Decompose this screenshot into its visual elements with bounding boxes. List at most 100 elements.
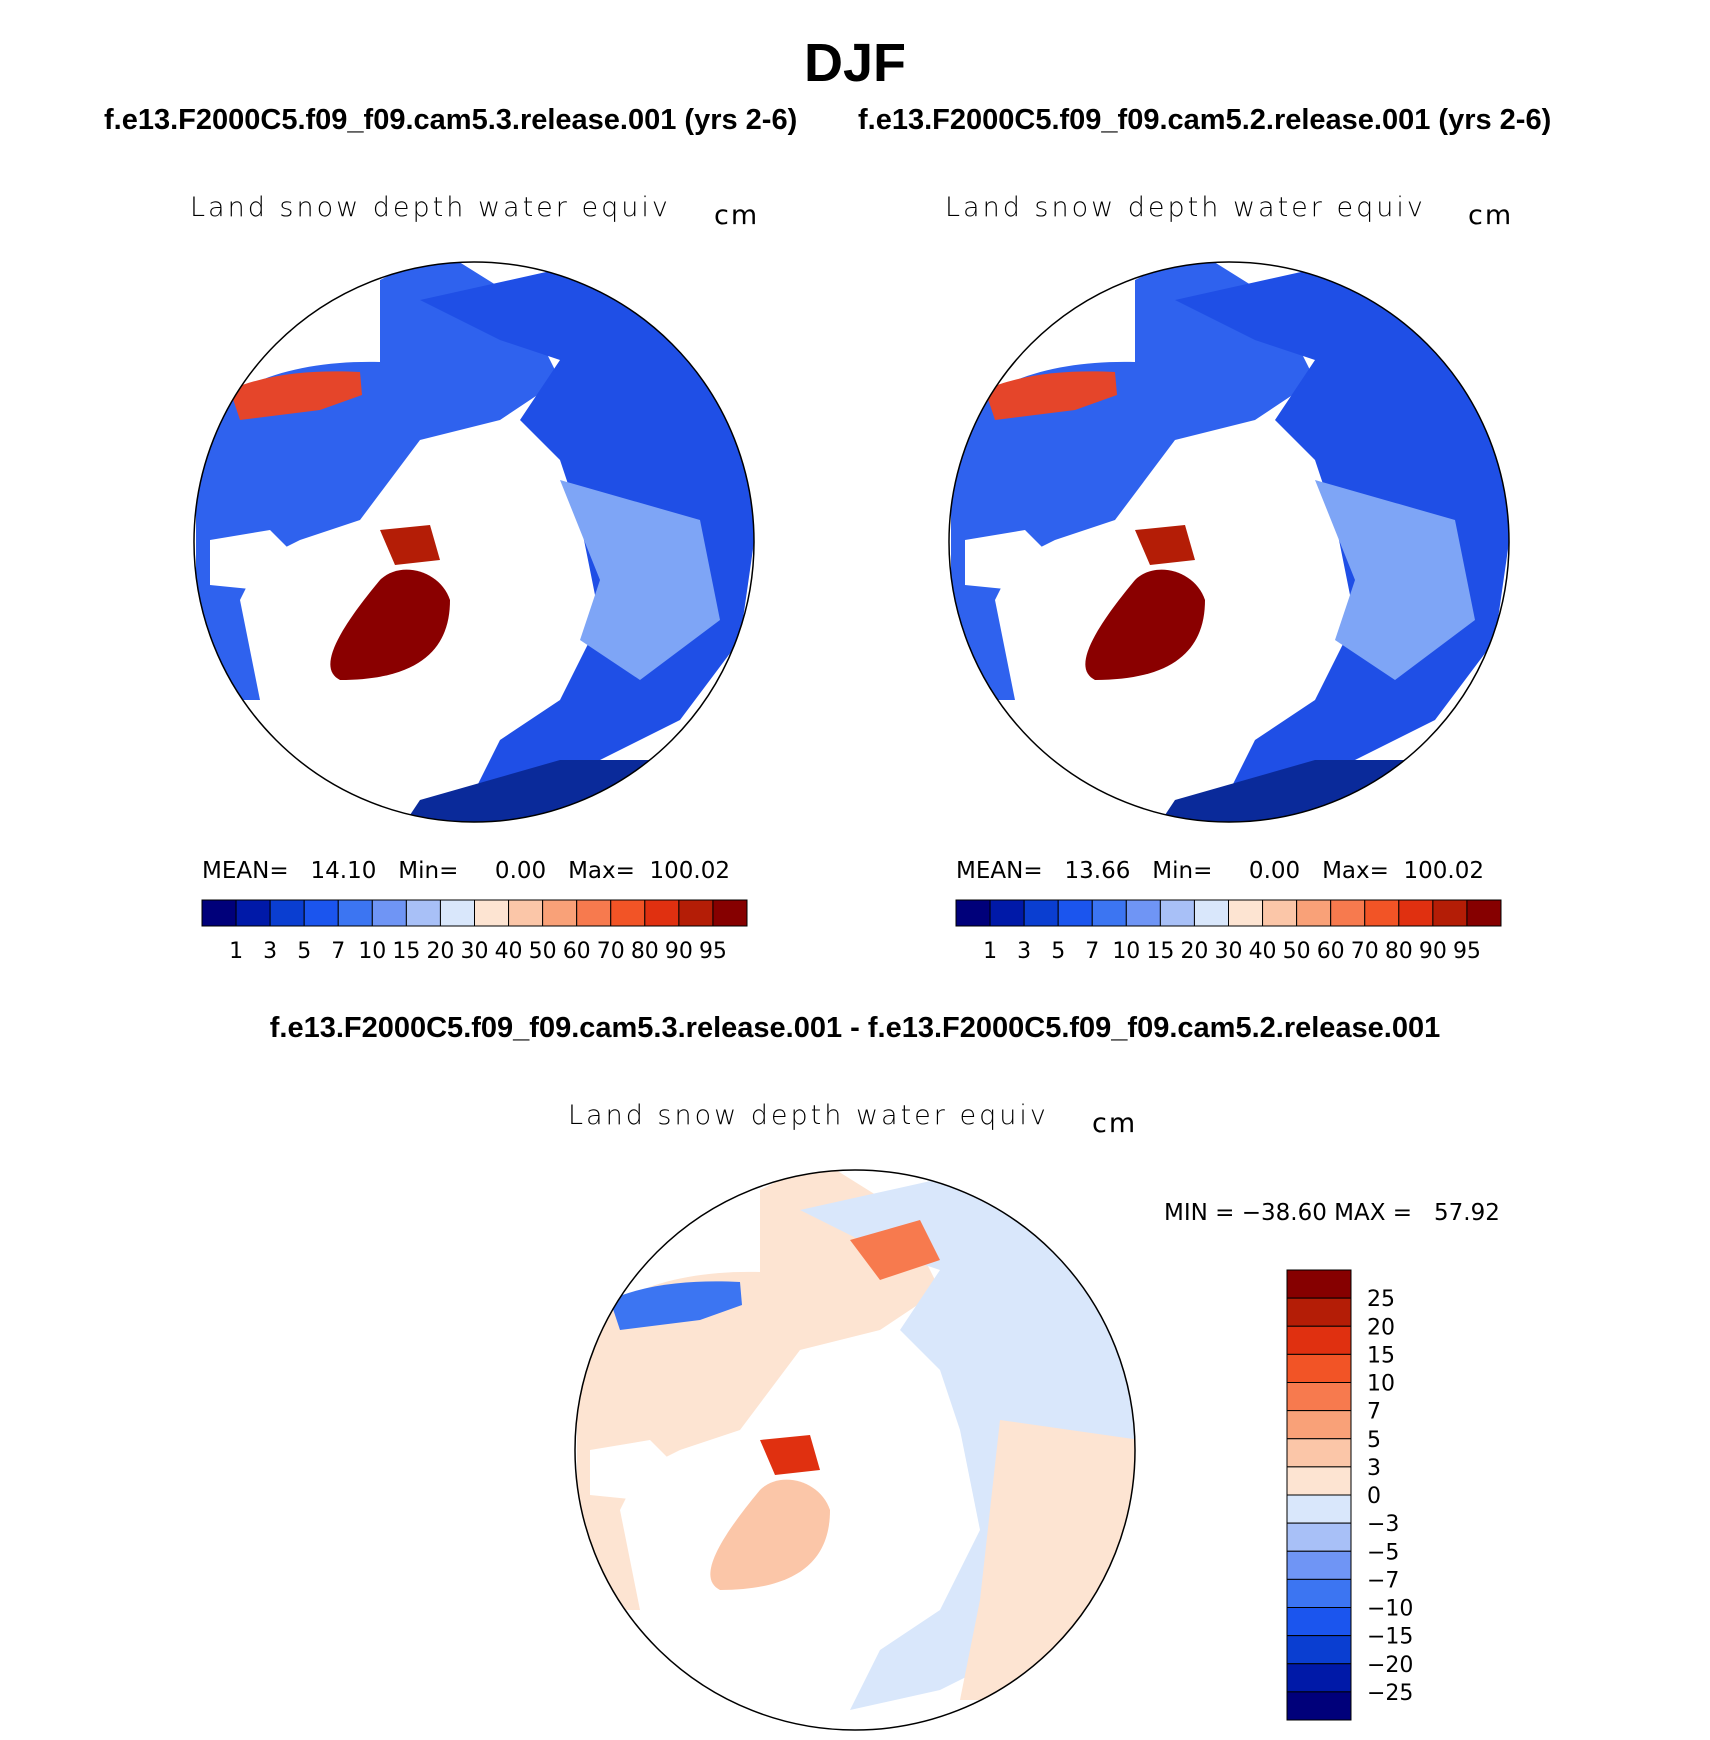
colorbar-difference-label: 25 — [1367, 1287, 1395, 1312]
colorbar-left-swatch — [201, 899, 237, 927]
colorbar-right-swatch — [1466, 899, 1502, 927]
map-right — [949, 262, 1509, 822]
colorbar-left-label: 80 — [631, 939, 659, 964]
colorbar-difference-swatch — [1286, 1494, 1352, 1524]
colorbar-right: 1 3 5 7 10 15 20 30 40 50 60 70 80 90 95 — [955, 899, 1502, 964]
colorbar-left-label: 1 — [229, 939, 243, 964]
colorbar-right-label: 95 — [1453, 939, 1481, 964]
panel-left-variable: Land snow depth water equiv — [190, 192, 671, 223]
colorbar-left: 1 3 5 7 10 15 20 30 40 50 60 70 80 90 95 — [201, 899, 748, 964]
panel-left-units: cm — [714, 200, 760, 231]
colorbar-right-swatch — [1262, 899, 1298, 927]
colorbar-right-label: 1 — [983, 939, 997, 964]
rockies-high-snow — [985, 371, 1117, 420]
colorbar-left-swatch — [508, 899, 544, 927]
colorbar-right-label: 5 — [1051, 939, 1065, 964]
panel-right-stats: MEAN= 13.66 Min= 0.00 Max= 100.02 — [956, 858, 1485, 884]
rockies-high-snow — [230, 371, 362, 420]
colorbar-difference-swatch — [1286, 1607, 1352, 1637]
alaska-diff — [850, 1220, 940, 1280]
map-difference — [575, 1170, 1135, 1730]
colorbar-left-swatch — [678, 899, 714, 927]
colorbar-right-label: 50 — [1283, 939, 1311, 964]
colorbar-right-swatch — [1432, 899, 1468, 927]
colorbar-difference-label: −10 — [1367, 1597, 1413, 1622]
colorbar-left-label: 60 — [563, 939, 591, 964]
colorbar-right-label: 90 — [1419, 939, 1447, 964]
colorbar-right-label: 60 — [1317, 939, 1345, 964]
difference-units: cm — [1092, 1108, 1138, 1139]
panel-right-units: cm — [1468, 200, 1514, 231]
colorbar-right-label: 30 — [1215, 939, 1243, 964]
colorbar-right-label: 7 — [1085, 939, 1099, 964]
colorbar-difference-label: −20 — [1367, 1653, 1413, 1678]
colorbar-left-label: 15 — [392, 939, 420, 964]
map-difference-border — [574, 1169, 1136, 1731]
colorbar-right-swatch — [1398, 899, 1434, 927]
north-america-diff — [577, 1170, 940, 1610]
colorbar-difference-label: −3 — [1367, 1512, 1399, 1537]
colorbar-left-swatch — [474, 899, 510, 927]
colorbar-right-label: 80 — [1385, 939, 1413, 964]
colorbar-left-swatch — [439, 899, 475, 927]
colorbar-left-swatch — [371, 899, 407, 927]
colorbar-right-swatch — [1057, 899, 1093, 927]
difference-title: f.e13.F2000C5.f09_f09.cam5.3.release.001… — [269, 1012, 1441, 1044]
colorbar-difference-label: 10 — [1367, 1372, 1395, 1397]
hudson-bay — [590, 1440, 680, 1500]
rockies-diff — [610, 1281, 742, 1330]
colorbar-difference-label: −5 — [1367, 1540, 1399, 1565]
colorbar-difference-swatch — [1286, 1297, 1352, 1327]
colorbar-right-label: 20 — [1180, 939, 1208, 964]
colorbar-difference-swatch — [1286, 1410, 1352, 1440]
colorbar-left-swatch — [235, 899, 271, 927]
colorbar-difference-swatch — [1286, 1578, 1352, 1608]
colorbar-left-swatch — [405, 899, 441, 927]
colorbar-difference-label: −15 — [1367, 1625, 1413, 1650]
colorbar-difference-swatch — [1286, 1635, 1352, 1665]
difference-variable: Land snow depth water equiv — [568, 1100, 1049, 1131]
colorbar-difference-label: 0 — [1367, 1484, 1381, 1509]
colorbar-left-label: 10 — [358, 939, 386, 964]
colorbar-difference-label: −25 — [1367, 1681, 1413, 1706]
colorbar-difference-label: 5 — [1367, 1428, 1381, 1453]
greenland-diff — [710, 1479, 830, 1590]
colorbar-right-swatch — [1125, 899, 1161, 927]
colorbar-difference-swatch — [1286, 1269, 1352, 1299]
colorbar-right-swatch — [1193, 899, 1229, 927]
map-left-border — [193, 261, 755, 823]
colorbar-left-swatch — [542, 899, 578, 927]
arctic-islands-snow — [1135, 525, 1195, 565]
colorbar-difference-label: 3 — [1367, 1456, 1381, 1481]
arctic-islands-diff — [760, 1435, 820, 1475]
greenland-snow — [1085, 569, 1205, 680]
colorbar-left-swatch — [303, 899, 339, 927]
colorbar-left-label: 90 — [665, 939, 693, 964]
colorbar-right-swatch — [1091, 899, 1127, 927]
colorbar-difference-swatch — [1286, 1550, 1352, 1580]
siberia-light-snow — [560, 480, 720, 680]
figure-title: DJF — [803, 33, 906, 93]
colorbar-difference: 25 20 15 10 7 5 3 0 −3 −5 −7 −10 −15 −20 −25 — [1286, 1269, 1413, 1721]
colorbar-difference-swatch — [1286, 1466, 1352, 1496]
colorbar-right-swatch — [1364, 899, 1400, 927]
arctic-islands-snow — [380, 525, 440, 565]
colorbar-difference-swatch — [1286, 1353, 1352, 1383]
colorbar-right-label: 40 — [1249, 939, 1277, 964]
siberia-light-snow — [1315, 480, 1475, 680]
colorbar-left-label: 7 — [331, 939, 345, 964]
colorbar-difference-label: 15 — [1367, 1343, 1395, 1368]
colorbar-right-swatch — [955, 899, 991, 927]
colorbar-right-swatch — [1023, 899, 1059, 927]
colorbar-left-swatch — [269, 899, 305, 927]
colorbar-right-label: 10 — [1112, 939, 1140, 964]
colorbar-left-swatch — [576, 899, 612, 927]
colorbar-left-label: 20 — [426, 939, 454, 964]
colorbar-difference-swatch — [1286, 1325, 1352, 1355]
north-america-snow — [951, 262, 1315, 700]
hudson-bay — [965, 530, 1055, 590]
colorbar-left-label: 5 — [297, 939, 311, 964]
colorbar-difference-swatch — [1286, 1438, 1352, 1468]
panel-right-case-title: f.e13.F2000C5.f09_f09.cam5.2.release.001… — [858, 104, 1552, 136]
